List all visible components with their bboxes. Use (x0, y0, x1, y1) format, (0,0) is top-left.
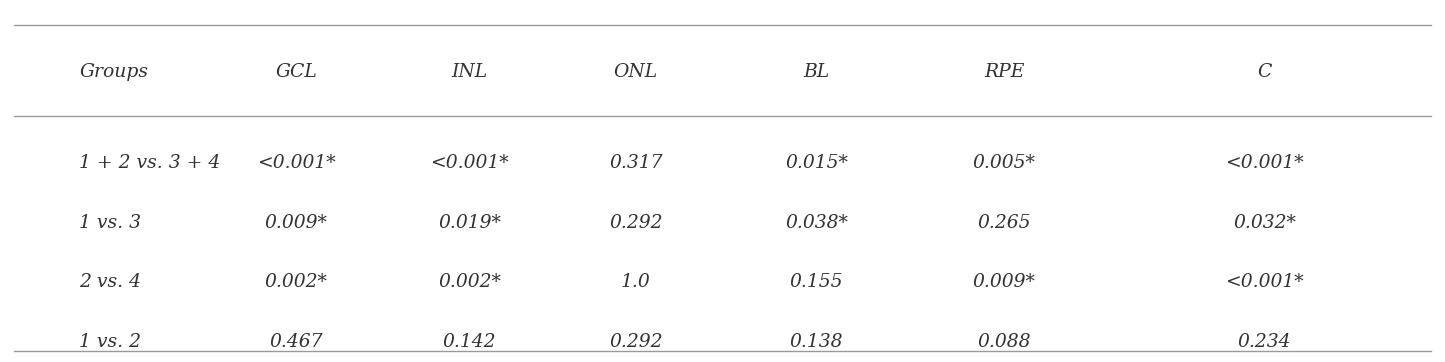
Text: 0.015*: 0.015* (785, 154, 848, 172)
Text: 0.142: 0.142 (442, 333, 497, 351)
Text: ONL: ONL (614, 63, 657, 81)
Text: 2 vs. 4: 2 vs. 4 (79, 273, 142, 291)
Text: 0.155: 0.155 (789, 273, 844, 291)
Text: 0.005*: 0.005* (972, 154, 1036, 172)
Text: 0.009*: 0.009* (264, 214, 328, 232)
Text: 1 + 2 vs. 3 + 4: 1 + 2 vs. 3 + 4 (79, 154, 221, 172)
Text: 0.467: 0.467 (269, 333, 324, 351)
Text: 0.002*: 0.002* (438, 273, 501, 291)
Text: Groups: Groups (79, 63, 149, 81)
Text: 0.292: 0.292 (608, 214, 663, 232)
Text: 0.019*: 0.019* (438, 214, 501, 232)
Text: 0.002*: 0.002* (264, 273, 328, 291)
Text: 0.138: 0.138 (789, 333, 844, 351)
Text: 1.0: 1.0 (621, 273, 650, 291)
Text: BL: BL (803, 63, 829, 81)
Text: 0.265: 0.265 (977, 214, 1032, 232)
Text: 0.032*: 0.032* (1233, 214, 1296, 232)
Text: <0.001*: <0.001* (1225, 273, 1303, 291)
Text: 1 vs. 3: 1 vs. 3 (79, 214, 142, 232)
Text: INL: INL (451, 63, 488, 81)
Text: <0.001*: <0.001* (257, 154, 335, 172)
Text: 0.009*: 0.009* (972, 273, 1036, 291)
Text: RPE: RPE (984, 63, 1025, 81)
Text: 0.292: 0.292 (608, 333, 663, 351)
Text: <0.001*: <0.001* (431, 154, 509, 172)
Text: 0.317: 0.317 (608, 154, 663, 172)
Text: GCL: GCL (276, 63, 316, 81)
Text: 1 vs. 2: 1 vs. 2 (79, 333, 142, 351)
Text: 0.038*: 0.038* (785, 214, 848, 232)
Text: 0.234: 0.234 (1237, 333, 1292, 351)
Text: 0.088: 0.088 (977, 333, 1032, 351)
Text: <0.001*: <0.001* (1225, 154, 1303, 172)
Text: C: C (1257, 63, 1272, 81)
